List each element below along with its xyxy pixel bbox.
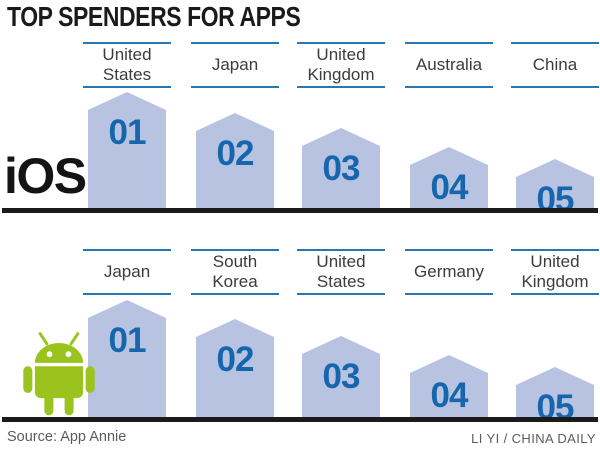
rank-badge: 02: [216, 134, 255, 173]
country-label-ios-1: United States: [83, 42, 171, 88]
country-label-android-1: Japan: [83, 249, 171, 295]
rank-badge: 04: [430, 168, 469, 207]
bar-ios-5: 05: [516, 159, 594, 208]
rank-badge: 05: [536, 180, 575, 219]
bar-android-1: 01: [88, 300, 166, 417]
country-label-ios-4: Australia: [405, 42, 493, 88]
rank-badge: 02: [216, 340, 255, 379]
credit-text: LI YI / CHINA DAILY: [471, 431, 596, 446]
country-label-ios-2: Japan: [191, 42, 279, 88]
country-label-text: Germany: [414, 262, 484, 281]
country-label-text: Japan: [211, 55, 259, 74]
country-label-text: United States: [102, 45, 152, 84]
bar-ios-2: 02: [196, 113, 274, 208]
country-label-text: Japan: [103, 262, 151, 281]
ios-platform-label: iOS: [4, 148, 87, 204]
country-label-text: China: [532, 55, 578, 74]
chart-title: TOP SPENDERS FOR APPS: [7, 1, 301, 32]
country-label-text: United Kingdom: [521, 252, 589, 291]
baseline-ios: [2, 208, 598, 213]
country-label-text: Australia: [415, 55, 483, 74]
android-robot-icon: [21, 331, 97, 422]
country-label-ios-5: China: [511, 42, 599, 88]
bar-android-4: 04: [410, 355, 488, 417]
bar-android-3: 03: [302, 336, 380, 417]
rank-badge: 03: [322, 357, 361, 396]
baseline-android: [2, 417, 598, 422]
source-text: Source: App Annie: [7, 429, 127, 445]
country-label-android-3: United States: [297, 249, 385, 295]
country-label-text: United Kingdom: [307, 45, 375, 84]
country-label-android-4: Germany: [405, 249, 493, 295]
bar-ios-3: 03: [302, 128, 380, 208]
country-label-text: United States: [316, 252, 366, 291]
rank-badge: 04: [430, 376, 469, 415]
country-label-android-2: South Korea: [191, 249, 279, 295]
rank-badge: 03: [322, 149, 361, 188]
country-label-ios-3: United Kingdom: [297, 42, 385, 88]
country-label-android-5: United Kingdom: [511, 249, 599, 295]
bar-ios-1: 01: [88, 92, 166, 208]
bar-android-5: 05: [516, 367, 594, 417]
rank-badge: 01: [108, 321, 147, 360]
bar-ios-4: 04: [410, 147, 488, 208]
country-label-text: South Korea: [212, 252, 258, 291]
rank-badge: 01: [108, 113, 147, 152]
bar-android-2: 02: [196, 319, 274, 417]
rank-badge: 05: [536, 388, 575, 427]
